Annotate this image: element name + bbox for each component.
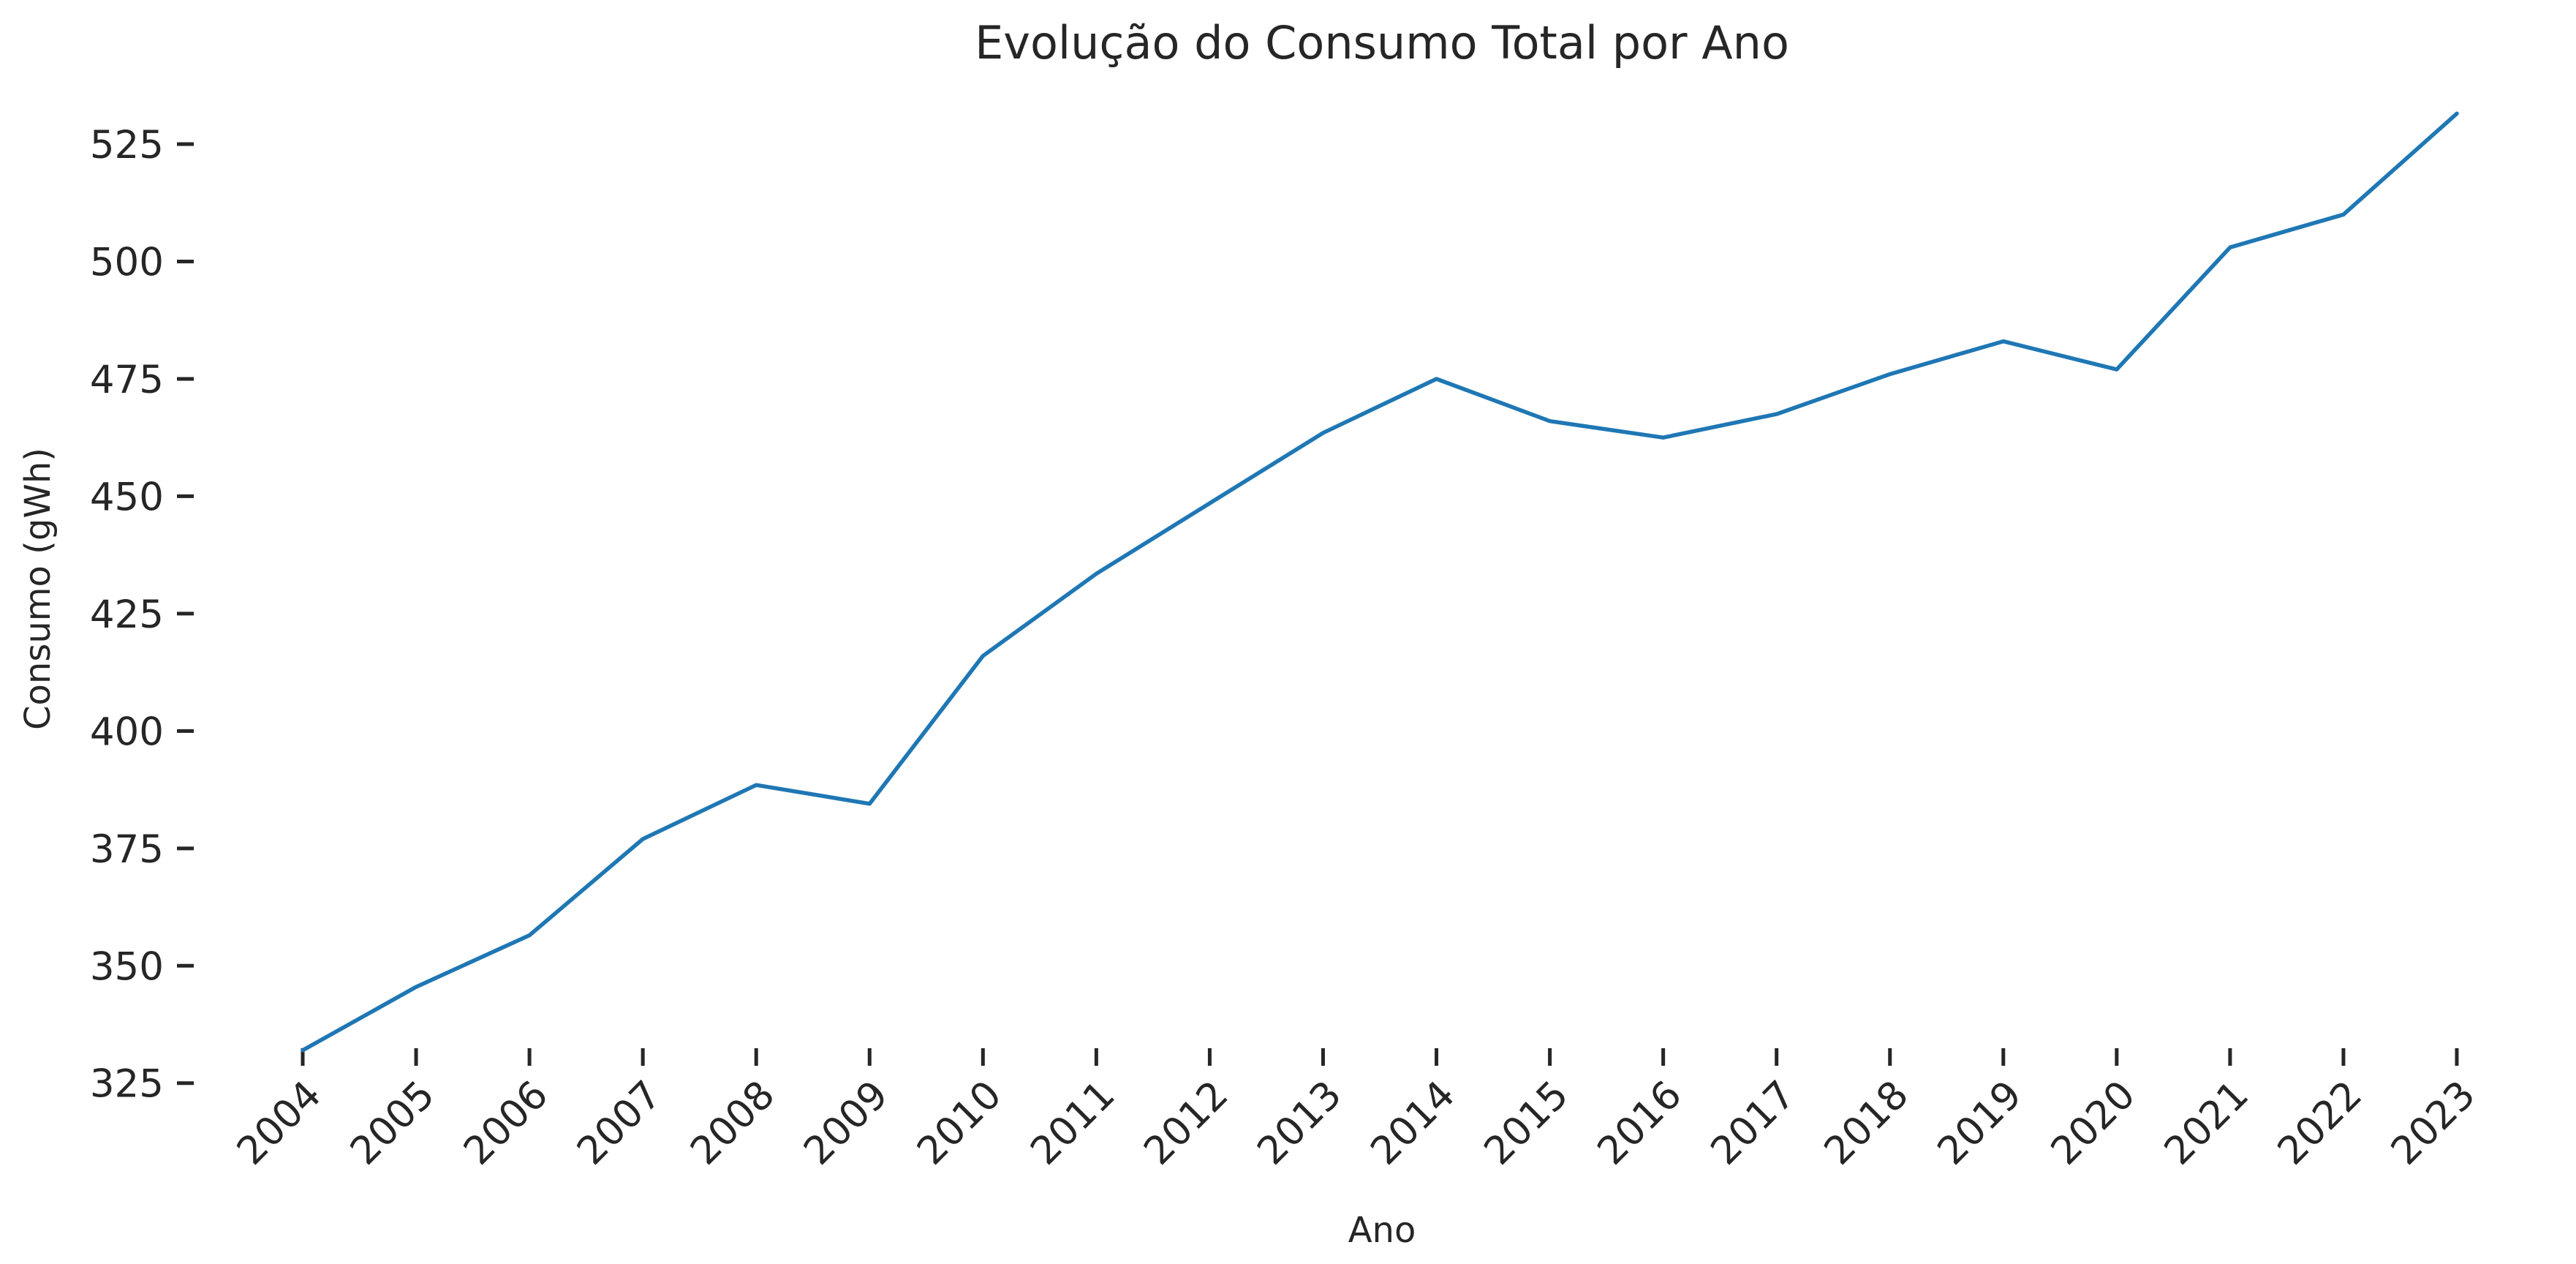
x-tick-label: 2021 (2156, 1072, 2258, 1174)
x-tick-label: 2010 (909, 1072, 1011, 1174)
y-tick-label: 325 (90, 1062, 164, 1107)
x-tick-label: 2014 (1362, 1072, 1464, 1174)
y-tick-label: 450 (90, 475, 164, 519)
x-tick-label: 2019 (1929, 1072, 2031, 1174)
x-tick-label: 2022 (2270, 1072, 2371, 1174)
x-tick-label: 2020 (2043, 1072, 2145, 1174)
x-tick-label: 2017 (1702, 1072, 1804, 1174)
x-tick-label: 2006 (456, 1072, 557, 1174)
x-tick-label: 2018 (1816, 1072, 1917, 1174)
x-tick-label: 2009 (796, 1072, 897, 1174)
x-tick-label: 2008 (682, 1072, 784, 1174)
x-tick-label: 2015 (1476, 1072, 1577, 1174)
x-tick-label: 2011 (1022, 1072, 1124, 1174)
x-tick-label: 2013 (1249, 1072, 1351, 1174)
y-tick-label: 350 (90, 944, 164, 989)
series-line (301, 111, 2459, 1053)
y-axis: 325 350 375 400 425 450 475 500 525 (90, 123, 194, 1107)
x-axis: 2004 2005 2006 2007 2008 2009 2010 2011 2012 2013… (229, 1048, 2485, 1174)
x-tick-label: 2004 (229, 1072, 331, 1174)
x-axis-label: Ano (1348, 1210, 1416, 1251)
y-tick-label: 425 (90, 592, 164, 637)
x-tick-label: 2012 (1136, 1072, 1237, 1174)
plot-area (301, 111, 2459, 1053)
y-tick-label: 475 (90, 358, 164, 402)
y-tick-label: 400 (90, 710, 164, 754)
x-tick-label: 2023 (2383, 1072, 2485, 1174)
x-tick-label: 2005 (342, 1072, 444, 1174)
chart-title: Evolução do Consumo Total por Ano (975, 16, 1789, 69)
y-axis-label: Consumo (gWh) (18, 448, 58, 730)
y-tick-label: 525 (90, 123, 164, 168)
x-tick-label: 2007 (569, 1072, 671, 1174)
x-tick-label: 2016 (1589, 1072, 1691, 1174)
y-tick-label: 500 (90, 240, 164, 285)
y-tick-label: 375 (90, 827, 164, 872)
